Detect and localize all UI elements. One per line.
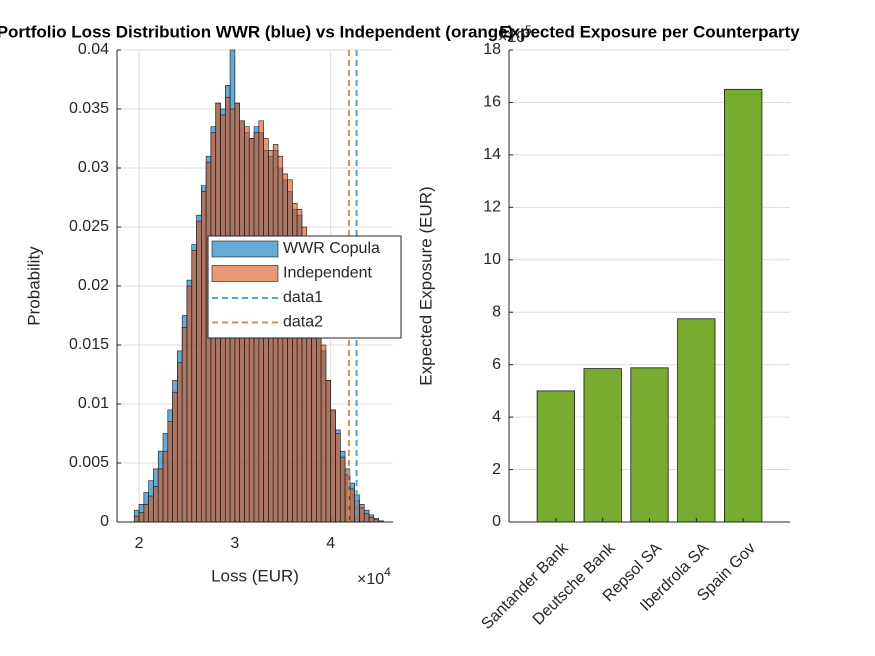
histogram-bar [157, 468, 164, 523]
chart-title: Expected Exposure per Counterparty [499, 22, 800, 41]
histogram-bar [325, 380, 332, 523]
histogram-bar [368, 516, 375, 523]
axes: 0 0.005 0.01 0.015 0.02 0.025 0.03 0.035 0.04Por… [0, 22, 513, 588]
histogram-bar [172, 391, 178, 523]
x-tick-label: 4 [326, 535, 335, 552]
x-tick-label: 2 [135, 535, 144, 552]
y-tick-label: 10 [483, 251, 501, 268]
legend-label: Independent [283, 265, 373, 282]
legend-swatch [211, 265, 279, 282]
marks [536, 88, 763, 523]
multiplier-base: ×10 [498, 29, 525, 46]
legend-label: data2 [283, 314, 323, 331]
y-tick-label: 0.025 [69, 218, 109, 235]
y-tick-label: 0.015 [69, 336, 109, 353]
y-tick-label: 12 [483, 199, 501, 216]
histogram-bar [167, 421, 173, 523]
histogram-bar [316, 315, 322, 523]
histogram-bar [349, 488, 355, 523]
bar [677, 318, 716, 523]
y-tick-label: 8 [492, 303, 501, 320]
y-tick-label: 0.04 [78, 41, 109, 58]
y-tick-label: 0.005 [69, 454, 109, 471]
y-tick-label: 0 [492, 513, 501, 530]
y-axis-label: Expected Exposure (EUR) [416, 186, 435, 385]
legend-swatch [211, 240, 279, 258]
histogram-bar [277, 155, 284, 523]
histogram-bar [363, 513, 370, 523]
y-tick-label: 0.02 [78, 277, 109, 294]
multiplier-power: 4 [384, 565, 391, 579]
y-tick-label: 0.03 [78, 159, 109, 176]
y-tick-label: 16 [483, 94, 501, 111]
y-tick-label: 0.035 [69, 100, 109, 117]
axis-multiplier: ×104 [357, 565, 391, 588]
histogram-bar [196, 220, 202, 523]
x-tick-label: 3 [230, 535, 239, 552]
histogram-bar [359, 507, 365, 523]
bar [583, 368, 622, 523]
y-tick-label: 6 [492, 356, 501, 373]
bar [630, 367, 669, 523]
histogram-bar [143, 503, 149, 523]
histogram-bar [282, 173, 288, 523]
y-tick-label: 14 [483, 146, 501, 163]
multiplier-power: 5 [525, 23, 532, 37]
axis-multiplier: ×105 [498, 23, 532, 46]
y-tick-label: 0 [100, 513, 109, 530]
histogram-bar [201, 191, 207, 523]
histogram-bar [205, 161, 212, 523]
histogram-bar [181, 326, 188, 523]
histogram-bar [335, 433, 341, 523]
legend-label: WWR Copula [283, 240, 380, 257]
y-axis-label: Probability [24, 246, 43, 326]
histogram-bar [191, 250, 197, 523]
histogram-bar [133, 515, 140, 523]
chart-title: Portfolio Loss Distribution WWR (blue) v… [0, 22, 513, 41]
histogram-bar [186, 285, 193, 523]
histogram-bar [330, 409, 336, 523]
x-tick-label: Santander Bank [478, 539, 572, 633]
histogram-bar [148, 495, 154, 523]
x-axis-label: Loss (EUR) [211, 566, 299, 585]
histogram-bar [287, 179, 293, 523]
y-tick-label: 18 [483, 41, 501, 58]
histogram-bar [320, 344, 327, 523]
x-tick-label: Deutsche Bank [530, 539, 619, 628]
bar [724, 88, 763, 523]
histogram-bar [138, 512, 145, 523]
bar [536, 390, 575, 523]
histogram-bar [177, 362, 183, 523]
histogram-bar [153, 486, 159, 523]
histogram-bar [162, 450, 169, 523]
y-tick-label: 4 [492, 408, 501, 425]
y-tick-label: 0.01 [78, 395, 109, 412]
multiplier-base: ×10 [357, 571, 384, 588]
y-tick-label: 2 [492, 461, 501, 478]
legend-label: data1 [283, 289, 323, 306]
histogram-bar [339, 456, 346, 523]
